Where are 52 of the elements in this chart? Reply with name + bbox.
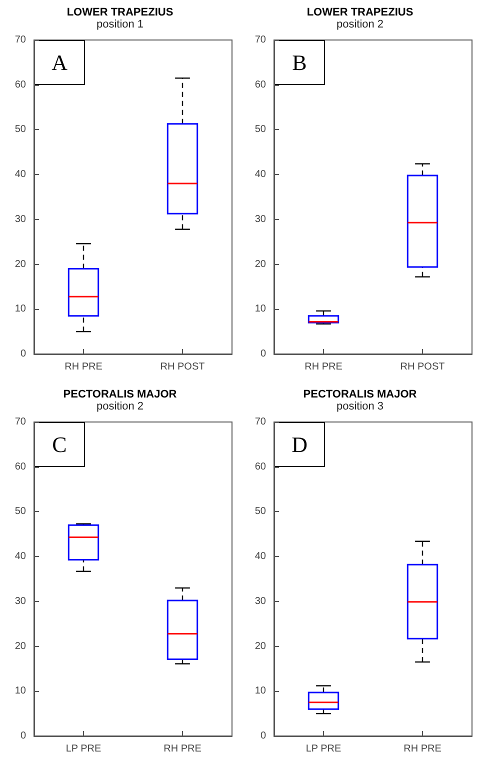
chart-subtitle: position 2 [336, 18, 384, 30]
y-tick-label: 40 [14, 551, 26, 562]
y-tick-label: 70 [254, 416, 266, 428]
chart-subtitle: position 1 [96, 18, 144, 30]
y-tick-label: 30 [254, 596, 266, 607]
y-tick-label: 10 [254, 686, 266, 697]
y-tick-label: 30 [14, 214, 26, 225]
annotation: A [52, 50, 68, 75]
y-tick-label: 20 [14, 258, 26, 270]
y-tick-label: 40 [254, 551, 266, 562]
y-tick-label: 20 [14, 640, 26, 652]
y-tick-label: 0 [20, 730, 26, 742]
chart-title: PECTORALIS MAJOR [63, 388, 177, 400]
y-tick-label: 70 [14, 416, 26, 428]
y-tick-label: 20 [254, 258, 266, 270]
y-tick-label: 0 [20, 348, 26, 360]
x-tick-label: RH PRE [304, 362, 343, 372]
y-tick-label: 30 [14, 596, 26, 607]
y-tick-label: 60 [254, 461, 266, 472]
chart-title: PECTORALIS MAJOR [303, 388, 417, 400]
x-tick-label: LP PRE [66, 744, 102, 754]
y-tick-label: 50 [254, 124, 266, 136]
x-tick-label: RH PRE [64, 362, 103, 372]
chart-subtitle: position 3 [336, 400, 384, 412]
y-tick-label: 40 [254, 169, 266, 180]
annotation: D [292, 432, 308, 457]
y-tick-label: 40 [14, 169, 26, 180]
chart-subtitle: position 2 [96, 400, 144, 412]
y-tick-label: 50 [14, 124, 26, 136]
y-tick-label: 50 [254, 506, 266, 518]
x-tick-label: RH PRE [404, 744, 442, 754]
y-tick-label: 50 [14, 506, 26, 518]
y-tick-label: 60 [14, 79, 26, 90]
y-tick-label: 60 [254, 79, 266, 90]
y-tick-label: 10 [14, 686, 26, 697]
y-tick-label: 0 [260, 348, 266, 360]
x-tick-label: LP PRE [306, 744, 342, 754]
y-tick-label: 20 [254, 640, 266, 652]
x-tick-label: RH POST [160, 362, 205, 372]
annotation: B [292, 50, 307, 75]
chart-title: LOWER TRAPEZIUS [66, 6, 174, 18]
y-tick-label: 10 [14, 304, 26, 315]
y-tick-label: 0 [260, 730, 266, 742]
x-tick-label: RH PRE [164, 744, 202, 754]
x-tick-label: RH POST [400, 362, 445, 372]
y-tick-label: 10 [254, 304, 266, 315]
y-tick-label: 70 [14, 34, 26, 46]
y-tick-label: 70 [254, 34, 266, 46]
y-tick-label: 30 [254, 214, 266, 225]
y-tick-label: 60 [14, 461, 26, 472]
chart-title: LOWER TRAPEZIUS [306, 6, 414, 18]
annotation: C [52, 432, 67, 457]
